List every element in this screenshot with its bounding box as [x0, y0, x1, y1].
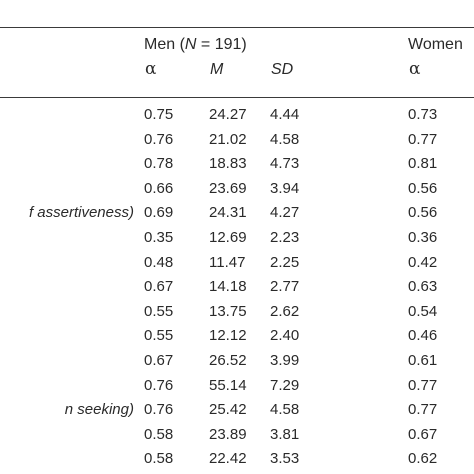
cell-alpha-men: 0.69	[144, 204, 174, 221]
cell-mean-men: 11.47	[209, 254, 246, 271]
cell-mean-men: 21.02	[209, 131, 247, 148]
cell-alpha-men: 0.66	[144, 180, 174, 197]
cell-mean-men: 18.83	[209, 155, 247, 172]
cell-alpha-men: 0.67	[144, 352, 174, 369]
cell-sd-men: 4.73	[270, 155, 300, 172]
cell-sd-men: 4.27	[270, 204, 300, 221]
cell-alpha-men: 0.67	[144, 278, 174, 295]
cell-alpha-men: 0.76	[144, 377, 174, 394]
cell-mean-men: 12.69	[209, 229, 247, 246]
cell-alpha-women: 0.61	[408, 352, 438, 369]
cell-alpha-women: 0.67	[408, 426, 438, 443]
cell-alpha-women: 0.54	[408, 303, 438, 320]
row-label: n seeking)	[64, 401, 134, 418]
cell-alpha-men: 0.35	[144, 229, 174, 246]
cell-alpha-men: 0.55	[144, 327, 174, 344]
cell-mean-men: 14.18	[209, 278, 247, 295]
cell-sd-men: 3.81	[270, 426, 300, 443]
row-label: f assertiveness)	[28, 204, 134, 221]
cell-sd-men: 4.58	[270, 131, 300, 148]
men-n-value: = 191)	[196, 36, 247, 53]
cell-alpha-women: 0.62	[408, 450, 438, 467]
table-top-rule	[0, 27, 474, 28]
cell-mean-men: 13.75	[209, 303, 247, 320]
men-label: Men (	[144, 36, 185, 53]
cell-sd-men: 2.23	[270, 229, 300, 246]
cell-mean-men: 23.69	[209, 180, 247, 197]
col-header-alpha-women: α	[409, 59, 421, 79]
cell-sd-men: 2.25	[270, 254, 300, 271]
cell-mean-men: 24.27	[209, 106, 247, 123]
men-n-symbol: N	[184, 36, 197, 53]
cell-sd-men: 2.62	[270, 303, 300, 320]
cell-alpha-men: 0.48	[144, 254, 174, 271]
cell-alpha-women: 0.77	[408, 401, 438, 418]
col-header-alpha-men: α	[145, 59, 157, 79]
cell-mean-men: 22.42	[209, 450, 247, 467]
cell-mean-men: 23.89	[209, 426, 247, 443]
cell-alpha-men: 0.76	[144, 401, 174, 418]
cell-alpha-women: 0.81	[408, 155, 438, 172]
cell-sd-men: 3.94	[270, 180, 300, 197]
table-header-rule	[0, 97, 474, 98]
cell-sd-men: 3.99	[270, 352, 300, 369]
cell-sd-men: 3.53	[270, 450, 300, 467]
cell-mean-men: 55.14	[209, 377, 247, 394]
women-group-header: Women	[408, 36, 463, 53]
col-header-sd-men: SD	[271, 61, 294, 78]
cell-alpha-women: 0.63	[408, 278, 438, 295]
cell-mean-men: 12.12	[209, 327, 247, 344]
cell-sd-men: 4.58	[270, 401, 300, 418]
cell-sd-men: 7.29	[270, 377, 300, 394]
cell-alpha-women: 0.56	[408, 204, 438, 221]
cell-alpha-men: 0.58	[144, 450, 174, 467]
col-header-mean-men: M	[210, 61, 224, 78]
cell-alpha-women: 0.42	[408, 254, 438, 271]
cell-alpha-women: 0.56	[408, 180, 438, 197]
men-group-header: Men (N = 191)	[144, 36, 247, 54]
cell-mean-men: 24.31	[209, 204, 247, 221]
cell-sd-men: 2.77	[270, 278, 300, 295]
cell-alpha-men: 0.75	[144, 106, 174, 123]
cell-alpha-men: 0.78	[144, 155, 174, 172]
cell-alpha-women: 0.77	[408, 131, 438, 148]
cell-alpha-women: 0.77	[408, 377, 438, 394]
cell-mean-men: 25.42	[209, 401, 247, 418]
cell-sd-men: 4.44	[270, 106, 300, 123]
cell-mean-men: 26.52	[209, 352, 247, 369]
cell-alpha-men: 0.55	[144, 303, 174, 320]
cell-alpha-men: 0.76	[144, 131, 174, 148]
cell-sd-men: 2.40	[270, 327, 300, 344]
cell-alpha-men: 0.58	[144, 426, 174, 443]
cell-alpha-women: 0.46	[408, 327, 438, 344]
cell-alpha-women: 0.73	[408, 106, 438, 123]
cell-alpha-women: 0.36	[408, 229, 438, 246]
